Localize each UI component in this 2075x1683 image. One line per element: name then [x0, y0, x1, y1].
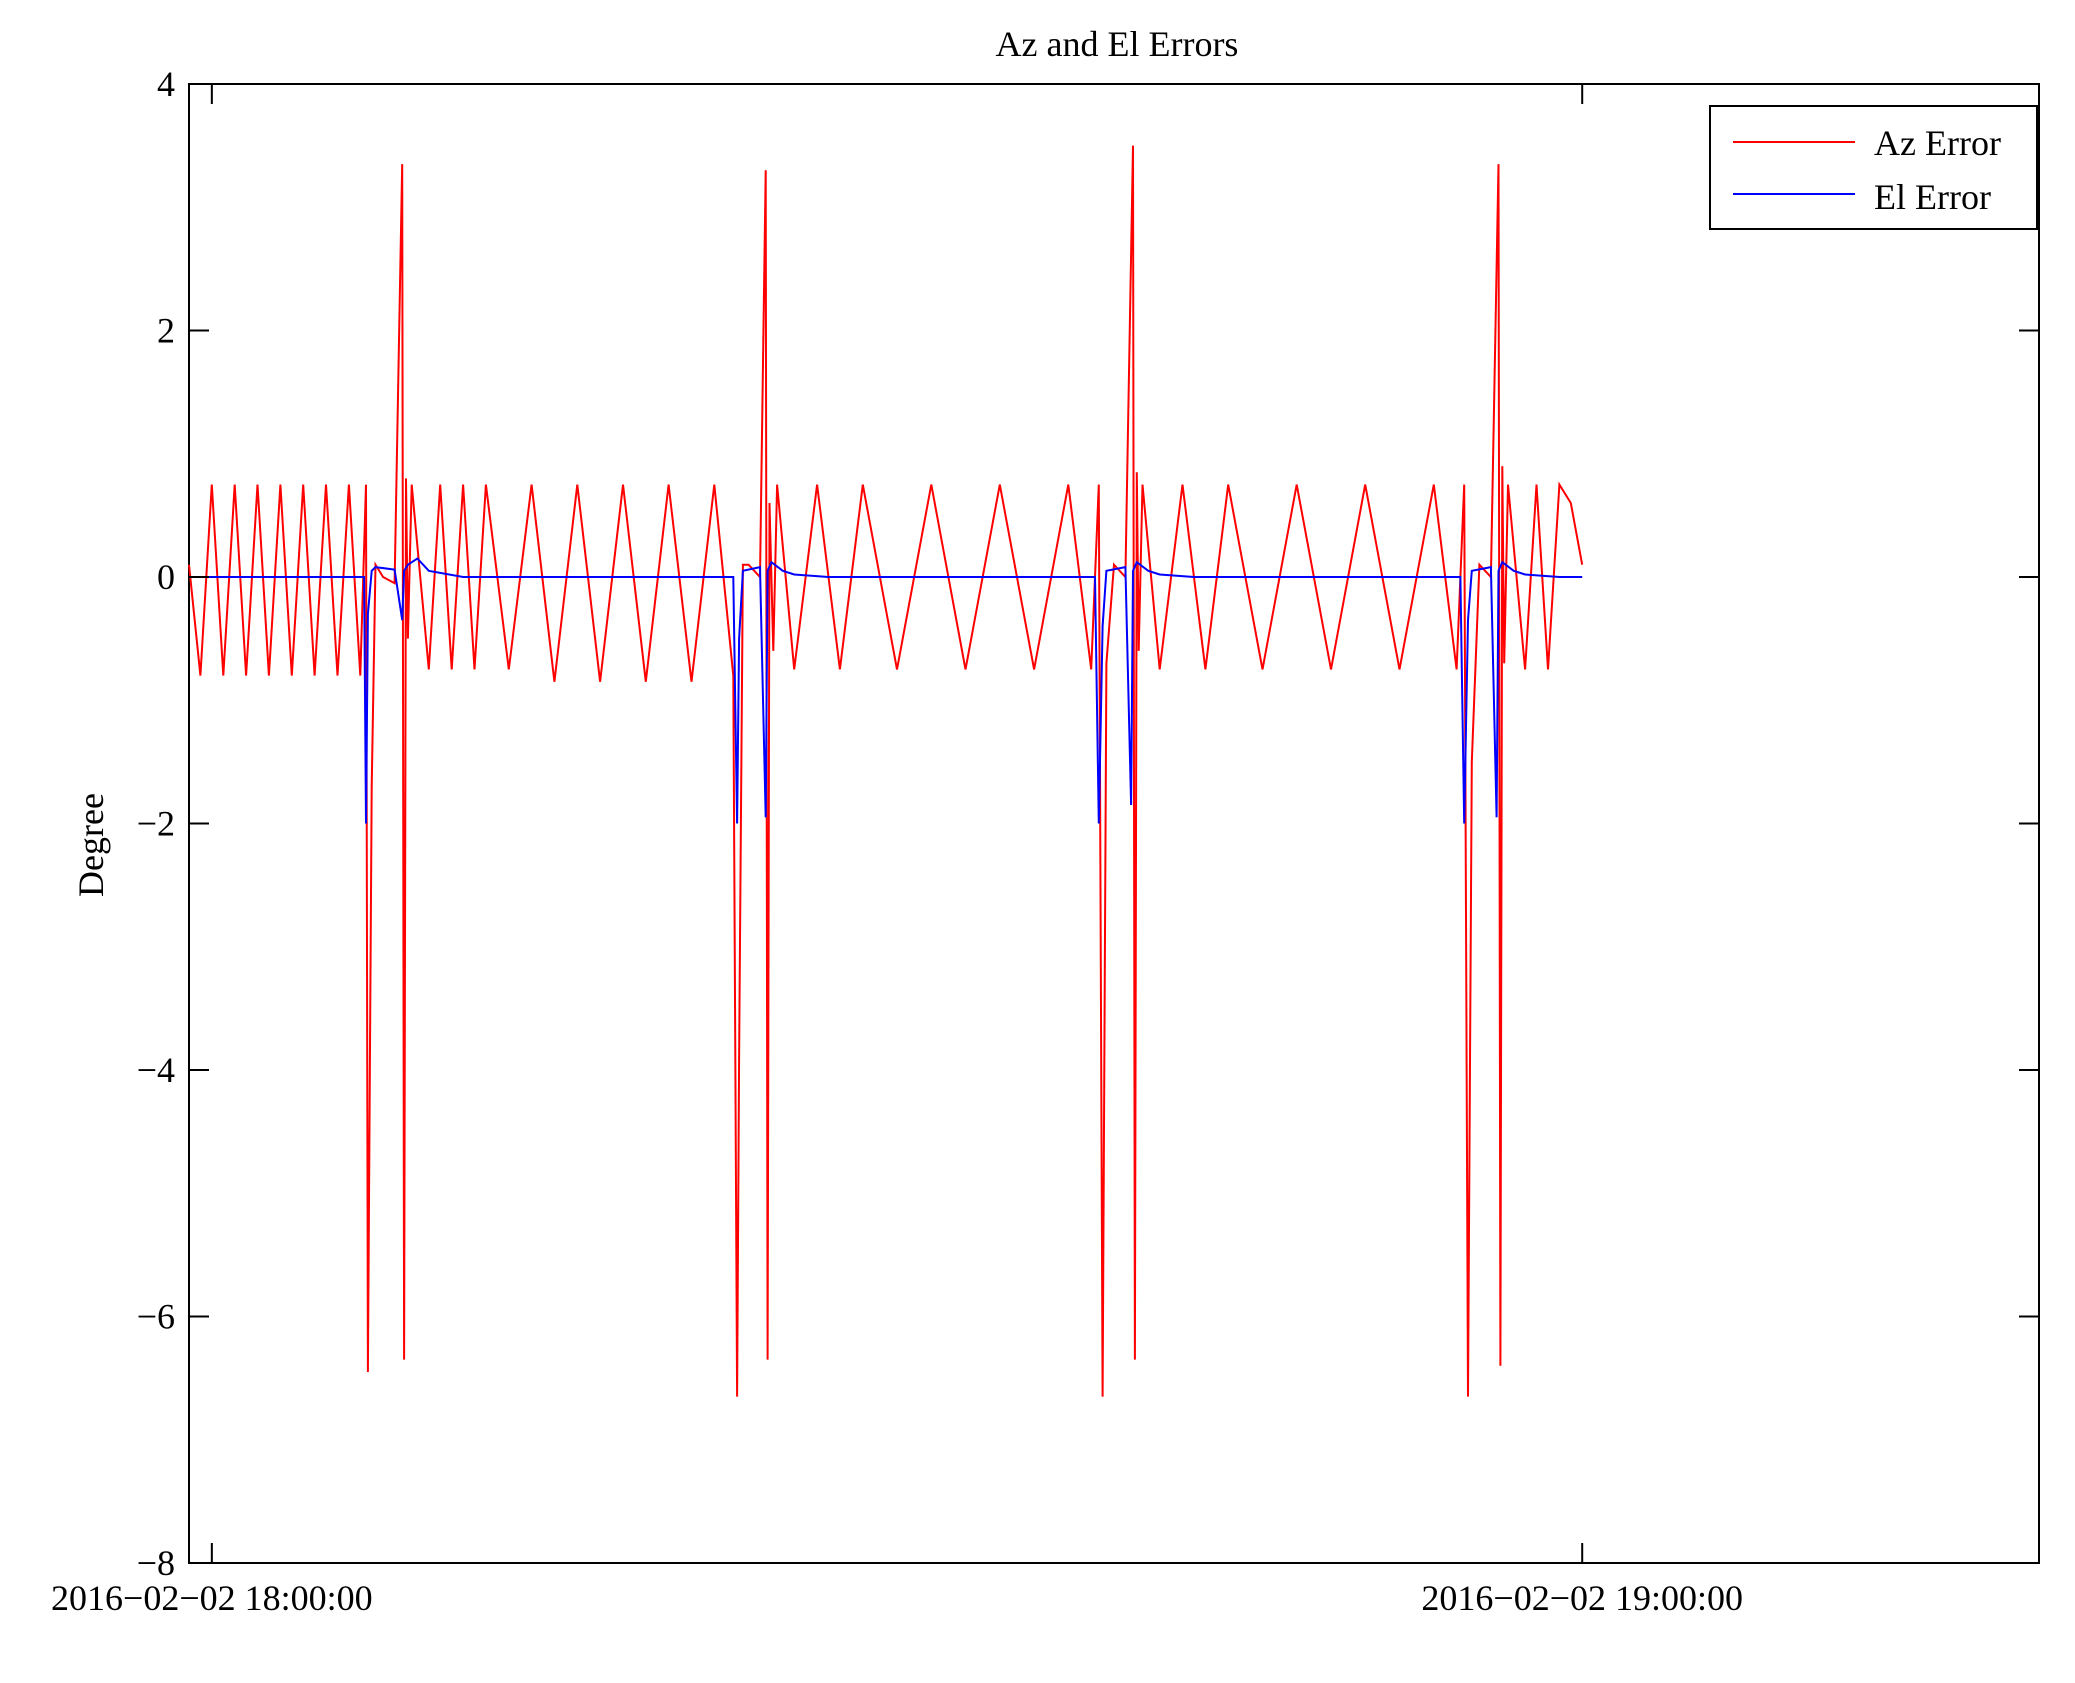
x-tick-label: 2016−02−02 18:00:00 [51, 1578, 373, 1618]
series-layer [188, 145, 1584, 1397]
chart-title: Az and El Errors [996, 24, 1239, 64]
y-tick-label: 0 [157, 557, 175, 597]
y-tick-label: −4 [137, 1050, 175, 1090]
y-tick-label: −2 [137, 804, 175, 844]
y-tick-label: 2 [157, 311, 175, 351]
series-line-el-error [189, 557, 1583, 824]
legend-box [1709, 105, 2038, 230]
y-axis-label: Degree [71, 793, 111, 897]
plot-frame [188, 83, 2040, 1564]
y-tick-label: −6 [137, 1297, 175, 1337]
y-tick-label: 4 [157, 64, 175, 104]
y-tick-label: −8 [137, 1543, 175, 1583]
series-line-az-error [188, 145, 1584, 1397]
legend-label-az: Az Error [1874, 123, 2001, 163]
legend: Az Error El Error [1709, 105, 2038, 230]
x-tick-label: 2016−02−02 19:00:00 [1421, 1578, 1743, 1618]
legend-label-el: El Error [1874, 177, 1991, 217]
